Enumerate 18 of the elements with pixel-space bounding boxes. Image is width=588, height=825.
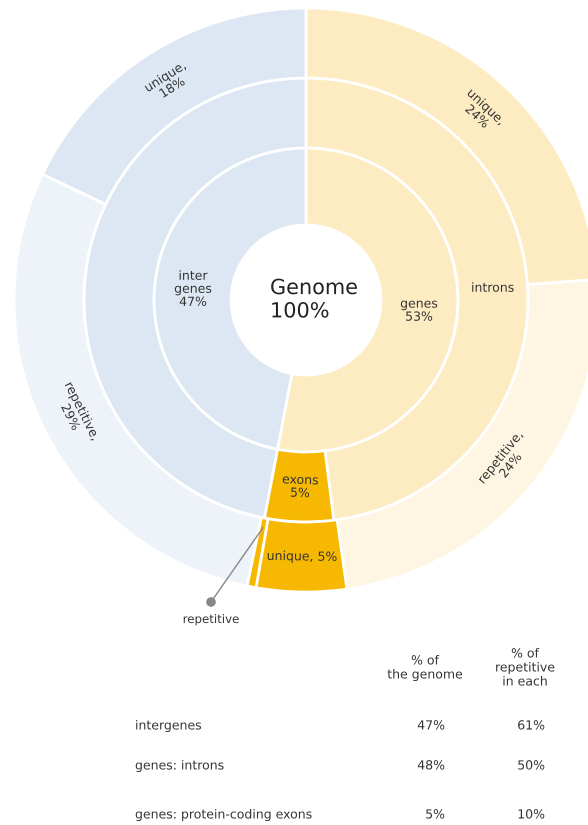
data-label: genes 53% [400, 300, 438, 321]
category-label: genes: protein-coding exons [136, 808, 312, 822]
text: Genome 100% [271, 278, 357, 318]
data-label: repetitive [184, 614, 239, 626]
data-label: 47% [418, 720, 444, 730]
data-label: unique, 5% [268, 550, 337, 564]
data-label: 48% [418, 760, 444, 770]
text: % of the genome [388, 654, 462, 682]
category-label: intergenes [136, 720, 202, 732]
data-label: exons 5% [282, 476, 318, 498]
text: % of repetitive in each [496, 648, 554, 686]
data-label: 50% [518, 760, 544, 770]
data-label: 5% [426, 809, 444, 819]
data-label: 61% [518, 720, 544, 730]
data-label: 10% [518, 809, 544, 819]
category-label: genes: introns [136, 760, 224, 772]
data-label: inter genes 47% [174, 270, 212, 306]
data-label: introns [472, 282, 514, 292]
